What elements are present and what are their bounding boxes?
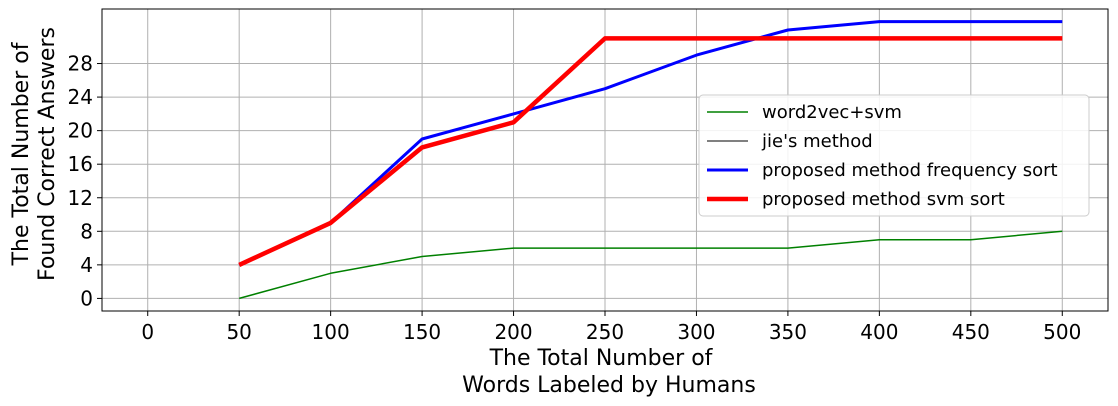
x-tick-label: 500 [1043, 320, 1081, 344]
y-tick-label: 16 [68, 152, 93, 176]
x-tick-label: 400 [860, 320, 898, 344]
grid [102, 9, 1108, 311]
y-tick-label: 0 [80, 286, 93, 310]
x-tick-label: 200 [494, 320, 532, 344]
y-axis: 0 4 8 12 16 20 24 28 [68, 52, 102, 310]
y-tick-label: 8 [80, 219, 93, 243]
y-axis-label-line-1: The Total Number of [9, 41, 34, 266]
legend-label: proposed method svm sort [762, 189, 1005, 210]
legend-label: word2vec+svm [762, 102, 902, 123]
y-tick-label: 24 [68, 85, 93, 109]
y-tick-label: 28 [68, 52, 93, 76]
y-tick-label: 4 [80, 253, 93, 277]
series-line-2 [238, 20, 1063, 267]
series-line-3 [238, 36, 1063, 267]
x-axis: 0 50 100 150 200 250 300 350 400 450 500 [141, 311, 1081, 344]
x-tick-label: 0 [141, 320, 154, 344]
x-tick-label: 300 [677, 320, 715, 344]
x-axis-label-line-2: Words Labeled by Humans [462, 373, 756, 398]
x-tick-label: 50 [226, 320, 251, 344]
legend-box [698, 94, 1090, 217]
series-line-0 [239, 230, 1063, 300]
x-axis-label-line-1: The Total Number of [489, 346, 714, 371]
y-tick-label: 12 [68, 186, 93, 210]
series-layer [238, 20, 1063, 300]
legend: word2vec+svm jie's method proposed method … [698, 94, 1090, 217]
y-axis-label-line-2: Found Correct Answers [35, 27, 60, 281]
y-tick-label: 20 [68, 119, 93, 143]
x-tick-label: 250 [586, 320, 624, 344]
x-tick-label: 100 [312, 320, 350, 344]
legend-label: proposed method frequency sort [762, 160, 1058, 181]
x-tick-label: 450 [952, 320, 990, 344]
legend-label: jie's method [761, 131, 873, 152]
x-tick-label: 150 [403, 320, 441, 344]
x-tick-label: 350 [769, 320, 807, 344]
